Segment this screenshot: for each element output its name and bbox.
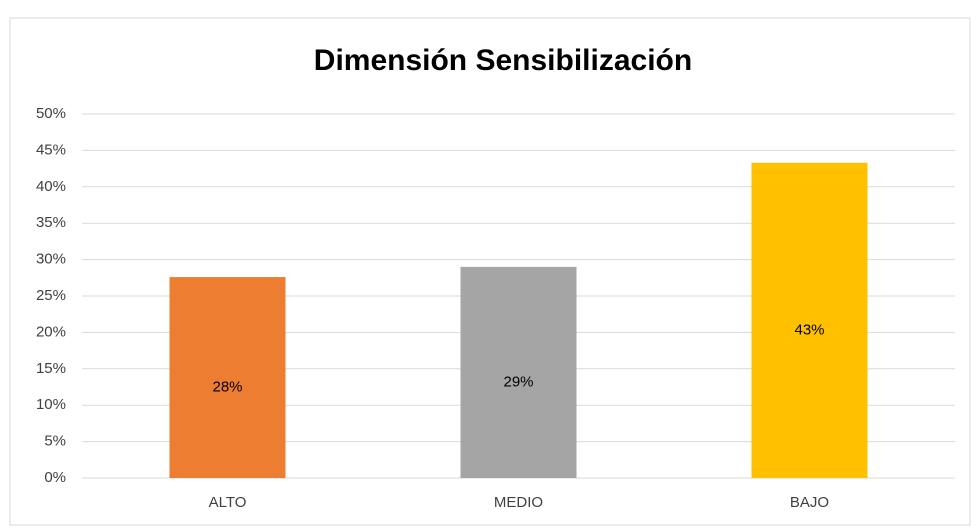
y-tick-label: 20%: [36, 323, 66, 340]
y-tick-label: 5%: [44, 433, 66, 450]
data-label: 28%: [212, 379, 242, 396]
x-tick-label: BAJO: [790, 494, 829, 511]
y-tick-label: 0%: [44, 469, 66, 486]
chart-title: Dimensión Sensibilización: [314, 44, 692, 77]
y-tick-label: 30%: [36, 251, 66, 268]
y-tick-label: 15%: [36, 360, 66, 377]
bar: [169, 277, 286, 478]
data-label: 43%: [794, 321, 824, 338]
bar: [460, 266, 577, 478]
bar: [751, 162, 868, 478]
y-tick-label: 40%: [36, 178, 66, 195]
y-tick-label: 10%: [36, 396, 66, 413]
y-tick-label: 45%: [36, 141, 66, 158]
y-tick-label: 35%: [36, 214, 66, 231]
x-tick-label: ALTO: [209, 494, 247, 511]
data-label: 29%: [503, 373, 533, 390]
y-tick-label: 50%: [36, 105, 66, 122]
y-tick-label: 25%: [36, 287, 66, 304]
x-tick-label: MEDIO: [494, 494, 543, 511]
